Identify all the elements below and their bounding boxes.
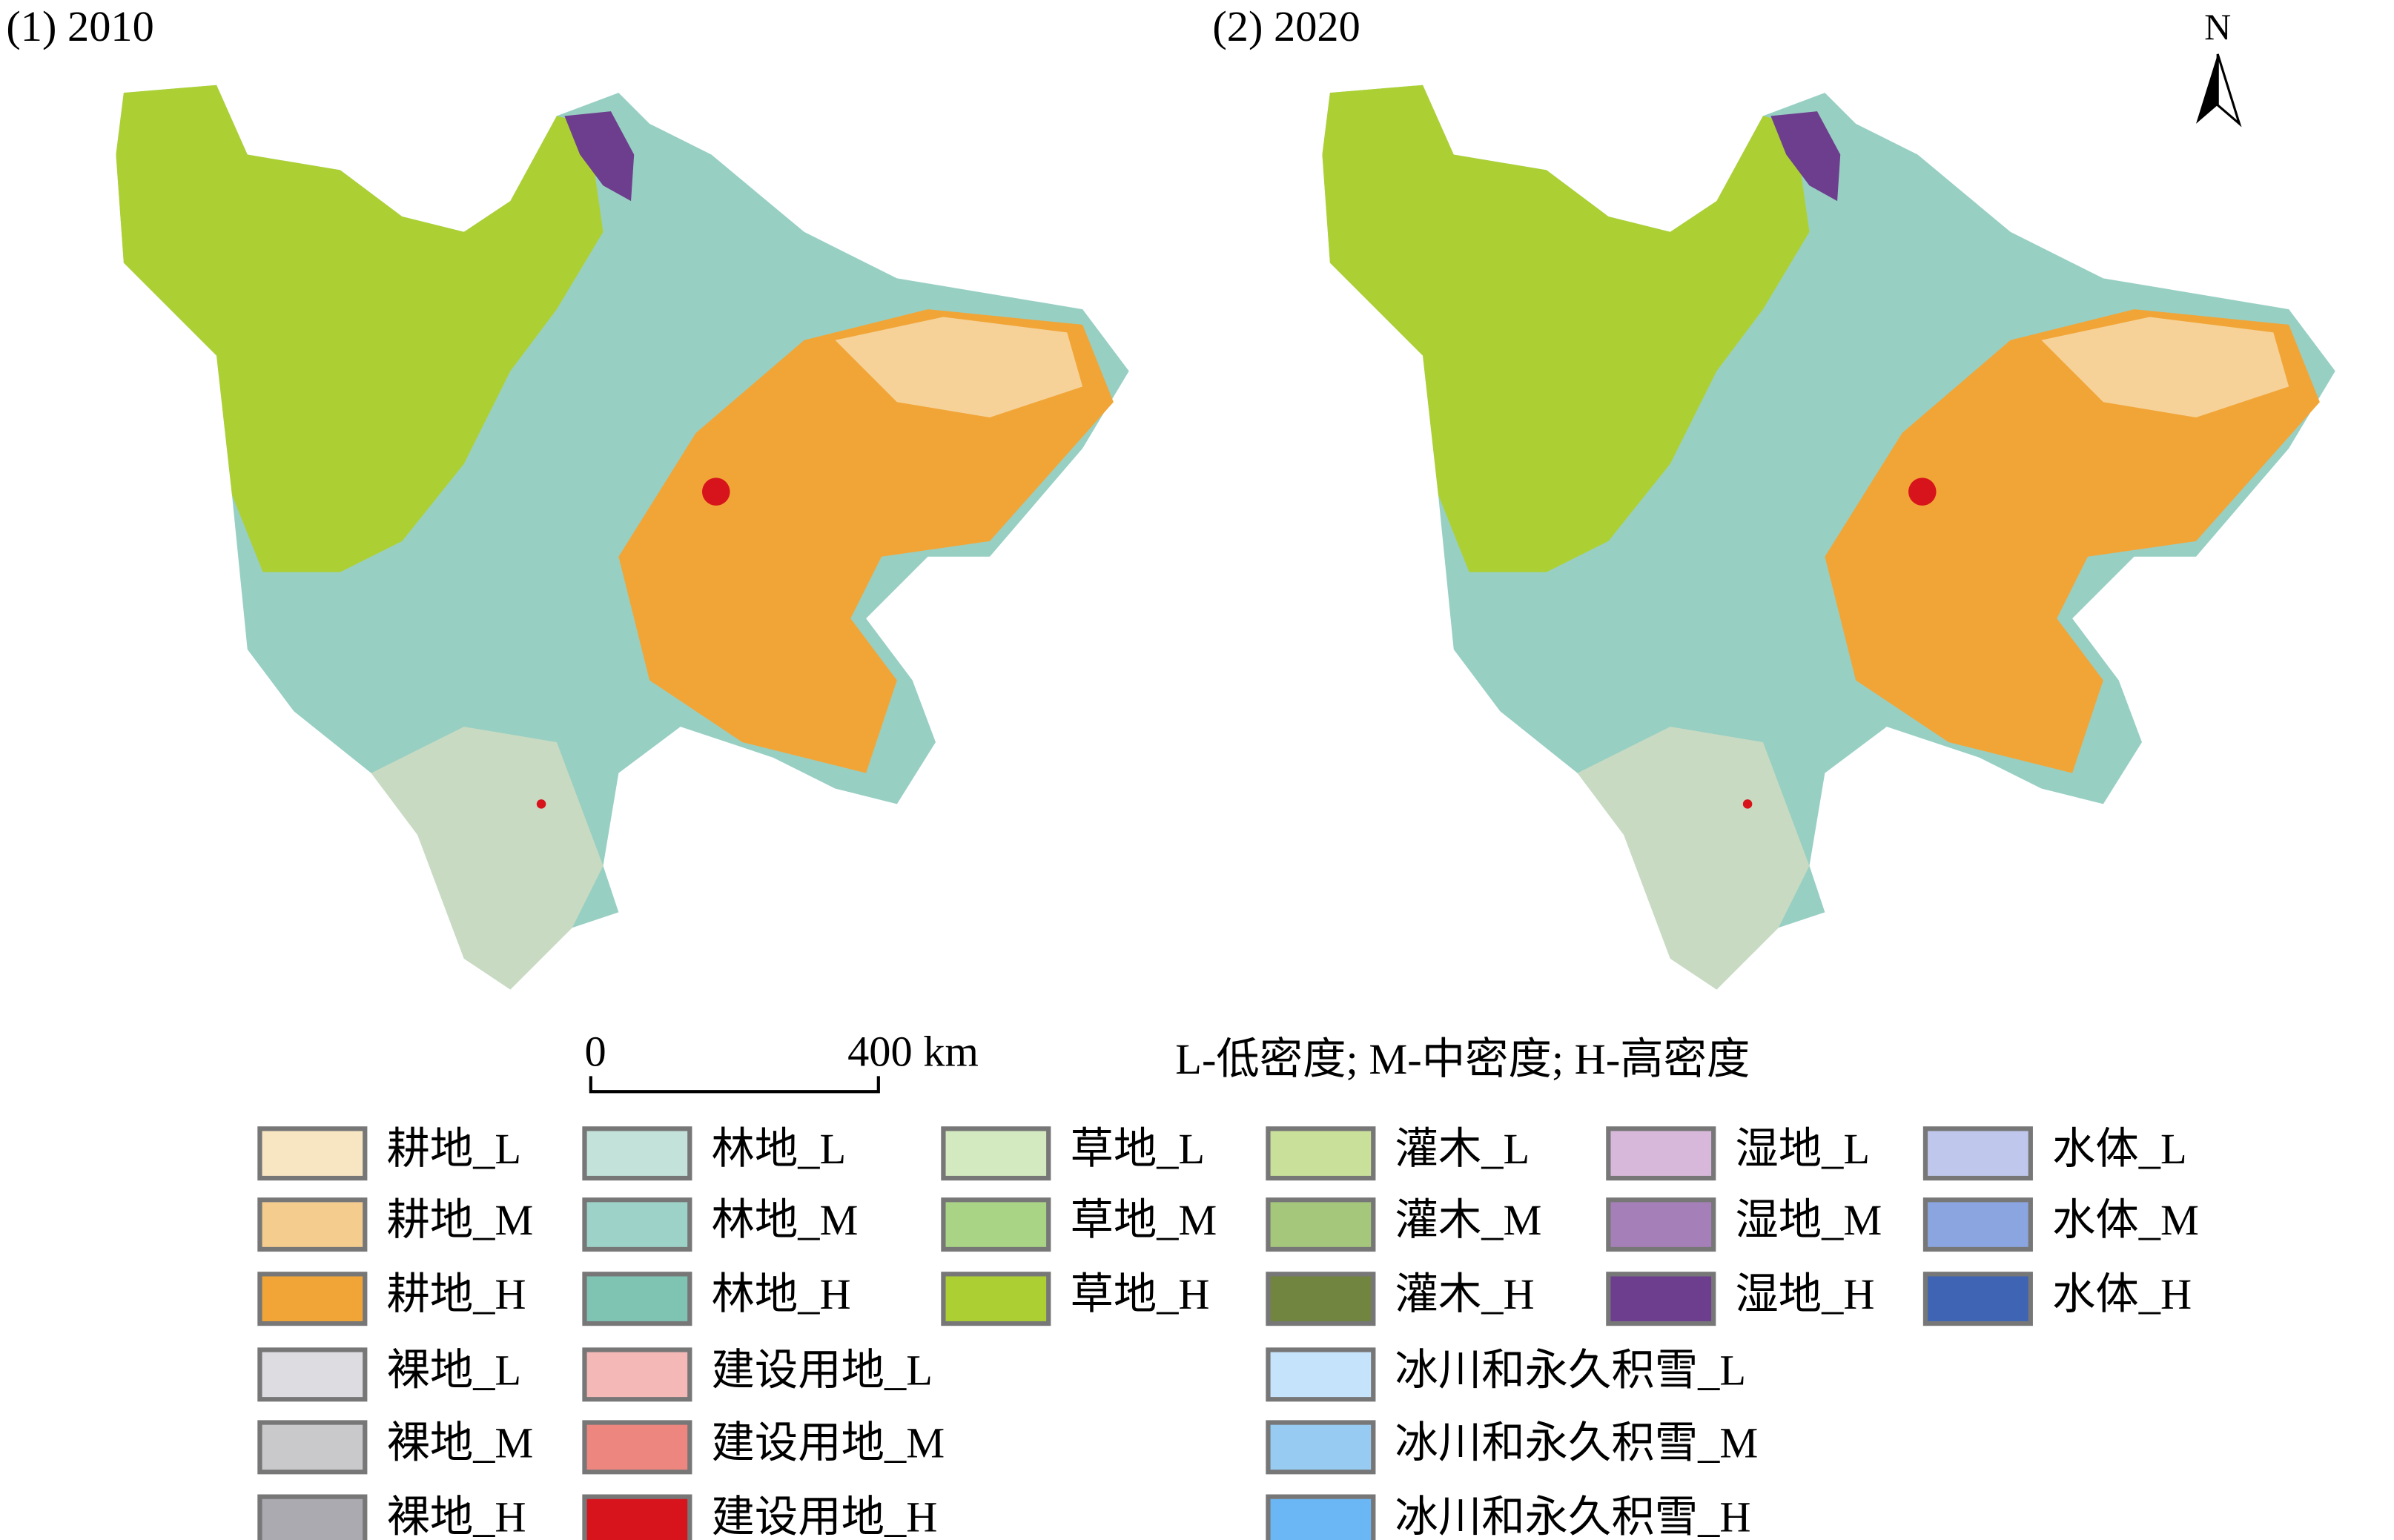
legend-label: 裸地_L: [386, 1346, 521, 1394]
north-label: N: [2204, 6, 2231, 47]
legend-label: 灌木_H: [1395, 1270, 1534, 1318]
legend-label: 建设用地_L: [712, 1346, 933, 1394]
legend-swatch: [1606, 1197, 1716, 1252]
map-2010: [116, 85, 1129, 990]
legend-label: 水体_H: [2052, 1270, 2192, 1318]
legend-swatch: [257, 1420, 368, 1475]
legend-swatch: [941, 1126, 1051, 1181]
legend-swatch: [1606, 1272, 1716, 1326]
legend-swatch: [582, 1494, 692, 1540]
legend-swatch: [941, 1272, 1051, 1326]
legend-swatch: [582, 1197, 692, 1252]
legend-swatch: [1606, 1126, 1716, 1181]
legend-swatch: [257, 1272, 368, 1326]
legend-label: 林地_H: [712, 1270, 851, 1318]
legend-swatch: [1266, 1272, 1376, 1326]
scale-end: 400 km: [847, 1028, 979, 1076]
legend-label: 建设用地_M: [712, 1418, 945, 1467]
legend-label: 冰川和永久积雪_L: [1395, 1346, 1746, 1394]
legend-label: 耕地_H: [386, 1270, 526, 1318]
legend-swatch: [257, 1197, 368, 1252]
map-2020: [1322, 85, 2335, 990]
legend-swatch: [1266, 1126, 1376, 1181]
legend-label: 湿地_M: [1735, 1196, 1882, 1244]
legend-swatch: [1922, 1197, 2033, 1252]
legend-label: 耕地_L: [386, 1125, 521, 1173]
legend-label: 草地_M: [1070, 1196, 1217, 1244]
north-arrow: N: [2196, 6, 2242, 128]
scale-bar: 0 400 km: [584, 1028, 979, 1094]
legend-label: 林地_M: [712, 1196, 859, 1244]
legend-label: 湿地_L: [1735, 1125, 1870, 1173]
legend-swatch: [582, 1272, 692, 1326]
legend-swatch: [257, 1494, 368, 1540]
legend-swatch: [1266, 1197, 1376, 1252]
legend-swatch: [1922, 1126, 2033, 1181]
legend-label: 林地_L: [712, 1125, 847, 1173]
legend-swatch: [1922, 1272, 2033, 1326]
legend-swatch: [1266, 1494, 1376, 1540]
panel-title: (2) 2020: [1212, 2, 1360, 50]
panel-title: (1) 2010: [6, 2, 153, 50]
legend-swatch: [1266, 1347, 1376, 1402]
legend-label: 裸地_M: [386, 1418, 533, 1467]
scale-start: 0: [584, 1028, 606, 1076]
legend-swatch: [1266, 1420, 1376, 1475]
legend-swatch: [582, 1126, 692, 1181]
legend-swatch: [582, 1347, 692, 1402]
legend-label: 灌木_L: [1395, 1125, 1530, 1173]
legend-label: 草地_H: [1070, 1270, 1209, 1318]
legend-label: 湿地_H: [1735, 1270, 1874, 1318]
legend-label: 水体_M: [2052, 1196, 2199, 1244]
density-note: L-低密度; M-中密度; H-高密度: [1175, 1035, 1750, 1083]
legend-label: 冰川和永久积雪_H: [1395, 1493, 1750, 1540]
legend-label: 裸地_H: [386, 1493, 526, 1540]
legend: 耕地_L 耕地_M 耕地_H 裸地_L 裸地_M 裸地_H 林地_L 林地_M 林地_H 建设用地…: [257, 1125, 2199, 1540]
legend-swatch: [257, 1347, 368, 1402]
legend-swatch: [582, 1420, 692, 1475]
legend-swatch: [257, 1126, 368, 1181]
legend-label: 建设用地_H: [712, 1493, 938, 1540]
legend-swatch: [941, 1197, 1051, 1252]
legend-label: 草地_L: [1070, 1125, 1205, 1173]
legend-label: 灌木_M: [1395, 1196, 1541, 1244]
legend-label: 水体_L: [2052, 1125, 2187, 1173]
legend-label: 耕地_M: [386, 1196, 533, 1244]
legend-label: 冰川和永久积雪_M: [1395, 1418, 1758, 1467]
